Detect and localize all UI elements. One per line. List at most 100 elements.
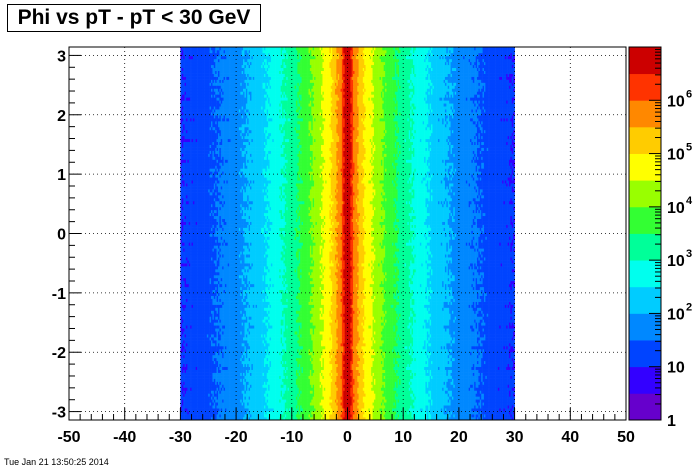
heatmap-cell (256, 408, 259, 412)
heatmap-cell (475, 405, 478, 409)
heatmap-cell (323, 408, 326, 412)
heatmap-cell (287, 402, 290, 406)
heatmap-cell (460, 405, 462, 409)
heatmap-cell (507, 387, 510, 391)
heatmap-cell (396, 393, 398, 397)
heatmap-cell (373, 381, 376, 385)
heatmap-cell (468, 417, 471, 420)
heatmap-cell (277, 393, 280, 397)
heatmap-cell (397, 393, 400, 397)
heatmap-cell (218, 402, 220, 406)
heatmap-cell (234, 390, 237, 394)
heatmap-cell (199, 417, 202, 420)
heatmap-cell (372, 387, 375, 391)
heatmap-cell (504, 390, 507, 394)
heatmap-cell (314, 414, 316, 418)
heatmap-cell (287, 396, 290, 400)
heatmap-cell (255, 411, 258, 415)
heatmap-cell (332, 402, 334, 406)
heatmap-cell (181, 411, 184, 415)
heatmap-cell (405, 381, 408, 385)
heatmap-cell (344, 414, 347, 418)
heatmap-cell (488, 387, 490, 391)
heatmap-cell (495, 387, 497, 391)
heatmap-cell (497, 402, 500, 406)
heatmap-cell (300, 399, 302, 403)
heatmap-cell (496, 405, 499, 409)
heatmap-cell (233, 393, 235, 397)
heatmap-cell (357, 414, 359, 418)
heatmap-cell (397, 402, 400, 406)
heatmap-cell (419, 402, 422, 406)
heatmap-cell (453, 390, 456, 394)
heatmap-cell (244, 399, 247, 403)
heatmap-cell (250, 396, 252, 400)
heatmap-cell (385, 399, 387, 403)
heatmap-cell (223, 414, 226, 418)
heatmap-cell (270, 381, 273, 385)
heatmap-cell (206, 417, 209, 420)
heatmap-cell (393, 408, 396, 412)
heatmap-cell (311, 396, 313, 400)
heatmap-cell (376, 417, 379, 420)
heatmap-cell (403, 387, 405, 391)
heatmap-cell (266, 387, 269, 391)
heatmap-cell (422, 408, 425, 412)
heatmap-cell (364, 393, 366, 397)
heatmap-cell (238, 384, 241, 388)
heatmap-cell (479, 390, 482, 394)
heatmap-cell (471, 408, 474, 412)
heatmap-cell (298, 399, 301, 403)
heatmap-cell (436, 387, 439, 391)
heatmap-cell (456, 411, 458, 415)
heatmap-cell (429, 390, 432, 394)
heatmap-cell (262, 408, 265, 412)
heatmap-cell (319, 390, 322, 394)
heatmap-cell (273, 384, 276, 388)
heatmap-cell (389, 417, 391, 420)
heatmap-cell (507, 402, 510, 406)
heatmap-cell (233, 405, 235, 409)
heatmap-cell (417, 399, 419, 403)
heatmap-cell (357, 384, 359, 388)
heatmap-cell (439, 387, 442, 391)
heatmap-cell (499, 405, 501, 409)
heatmap-cell (326, 408, 329, 412)
heatmap-cell (350, 399, 352, 403)
heatmap-cell (222, 417, 224, 420)
heatmap-cell (222, 390, 224, 394)
heatmap-cell (367, 384, 369, 388)
heatmap-cell (417, 411, 419, 415)
heatmap-cell (341, 402, 344, 406)
heatmap-cell (208, 408, 210, 412)
heatmap-cell (418, 387, 421, 391)
heatmap-cell (500, 402, 503, 406)
heatmap-cell (252, 387, 255, 391)
heatmap-cell (401, 390, 404, 394)
heatmap-cell (411, 408, 414, 412)
heatmap-cell (291, 396, 294, 400)
heatmap-cell (321, 396, 323, 400)
heatmap-cell (451, 393, 454, 397)
heatmap-cell (181, 414, 184, 418)
heatmap-cell (390, 396, 393, 400)
heatmap-cell (397, 396, 400, 400)
heatmap-cell (510, 384, 513, 388)
heatmap-cell (192, 390, 195, 394)
heatmap-cell (378, 390, 380, 394)
heatmap-cell (227, 387, 230, 391)
heatmap-cell (474, 387, 476, 391)
heatmap-cell (396, 396, 398, 400)
heatmap-cell (351, 387, 354, 391)
heatmap-cell (506, 393, 508, 397)
heatmap-cell (486, 405, 489, 409)
heatmap-cell (226, 402, 229, 406)
heatmap-cell (261, 402, 263, 406)
heatmap-cell (209, 387, 212, 391)
heatmap-cell (215, 417, 217, 420)
heatmap-cell (418, 381, 421, 385)
heatmap-cell (266, 396, 269, 400)
heatmap-cell (470, 402, 472, 406)
heatmap-cell (183, 414, 185, 418)
heatmap-cell (355, 384, 358, 388)
